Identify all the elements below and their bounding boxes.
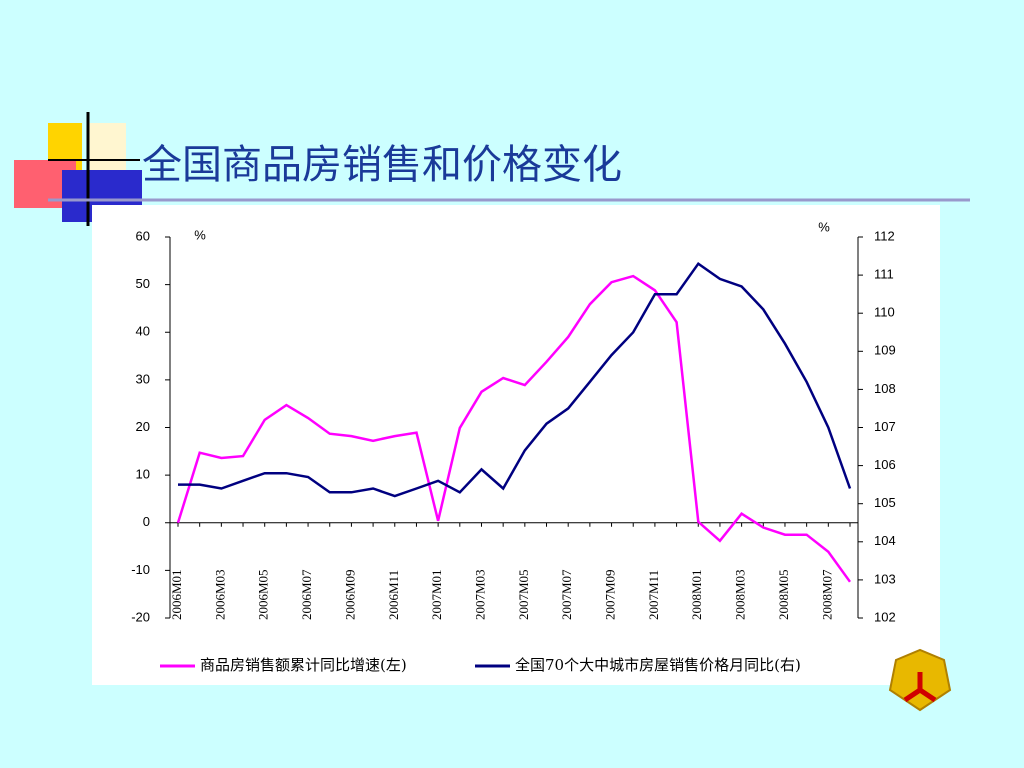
x-tick-label: 2006M01 bbox=[169, 569, 184, 620]
y2-tick-label: 108 bbox=[874, 381, 896, 396]
logo bbox=[888, 648, 952, 712]
y2-tick-label: 102 bbox=[874, 609, 896, 624]
y-tick-label: 0 bbox=[143, 514, 150, 529]
y2-tick-label: 109 bbox=[874, 343, 896, 358]
y2-tick-label: 106 bbox=[874, 457, 896, 472]
x-tick-label: 2008M01 bbox=[689, 569, 704, 620]
decor bbox=[88, 123, 126, 173]
y-unit: % bbox=[194, 227, 206, 242]
y-tick-label: 10 bbox=[136, 467, 150, 482]
x-tick-label: 2007M05 bbox=[516, 569, 531, 620]
y-tick-label: -10 bbox=[131, 562, 150, 577]
y-tick-label: -20 bbox=[131, 609, 150, 624]
y2-tick-label: 107 bbox=[874, 419, 896, 434]
y2-tick-label: 110 bbox=[874, 305, 895, 320]
x-tick-label: 2006M11 bbox=[386, 570, 401, 620]
x-tick-label: 2006M09 bbox=[342, 569, 357, 620]
x-tick-label: 2007M11 bbox=[646, 570, 661, 620]
slide-title: 全国商品房销售和价格变化 bbox=[142, 142, 622, 188]
x-tick-label: 2006M07 bbox=[299, 569, 314, 620]
series-line bbox=[176, 274, 852, 583]
x-tick-label: 2007M07 bbox=[559, 569, 574, 620]
x-tick-label: 2007M09 bbox=[603, 569, 618, 620]
x-tick-label: 2007M01 bbox=[429, 569, 444, 620]
chart-panel bbox=[92, 205, 940, 685]
y2-tick-label: 104 bbox=[874, 533, 896, 548]
legend-label: 全国70个大中城市房屋销售价格月同比(右) bbox=[515, 656, 801, 674]
y2-tick-label: 112 bbox=[874, 228, 895, 243]
y2-tick-label: 111 bbox=[874, 267, 894, 282]
y-tick-label: 40 bbox=[136, 324, 150, 339]
x-tick-label: 2007M03 bbox=[472, 569, 487, 620]
series-line bbox=[178, 261, 852, 498]
y2-tick-label: 103 bbox=[874, 571, 896, 586]
x-tick-label: 2008M07 bbox=[819, 569, 834, 620]
legend-label: 商品房销售额累计同比增速(左) bbox=[200, 656, 407, 674]
y-tick-label: 60 bbox=[136, 228, 150, 243]
x-tick-label: 2006M03 bbox=[212, 569, 227, 620]
x-tick-label: 2008M05 bbox=[776, 569, 791, 620]
y-tick-label: 30 bbox=[136, 371, 150, 386]
y-tick-label: 20 bbox=[136, 419, 150, 434]
y2-tick-label: 105 bbox=[874, 495, 896, 510]
y-tick-label: 50 bbox=[136, 276, 150, 291]
x-tick-label: 2006M05 bbox=[256, 569, 271, 620]
y2-unit: % bbox=[818, 219, 830, 234]
x-tick-label: 2008M03 bbox=[733, 569, 748, 620]
